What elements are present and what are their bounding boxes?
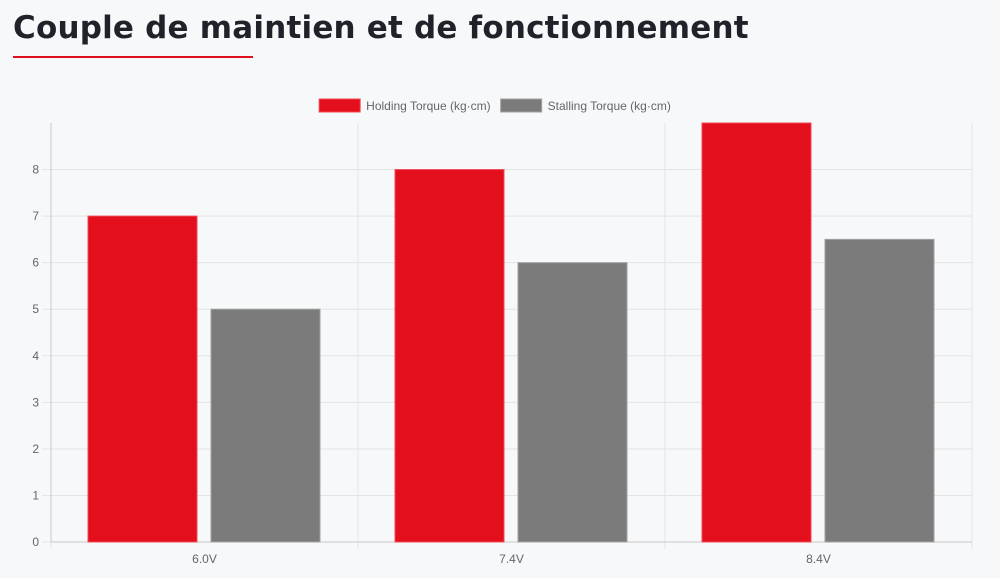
y-axis-ticks: 0 1 2 3 4 5 6 7 8 <box>32 163 39 549</box>
page-title: Couple de maintien et de fonctionnement <box>13 10 749 46</box>
legend-swatch[interactable] <box>500 98 543 113</box>
bars <box>87 122 935 543</box>
y-tick-label: 8 <box>32 163 39 177</box>
legend: Holding Torque (kg·cm) Stalling Torque (k… <box>318 98 671 113</box>
legend-swatch[interactable] <box>318 98 361 113</box>
y-tick-label: 1 <box>32 488 39 502</box>
y-tick-label: 5 <box>32 302 39 316</box>
legend-label[interactable]: Stalling Torque (kg·cm) <box>548 99 671 113</box>
bar-holding-8.4V[interactable] <box>701 122 812 543</box>
x-tick-label: 6.0V <box>192 552 217 566</box>
y-tick-label: 3 <box>32 395 39 409</box>
bar-stalling-6.0V[interactable] <box>210 308 321 543</box>
y-tick-label: 0 <box>32 535 39 549</box>
y-tick-label: 2 <box>32 442 39 456</box>
x-tick-label: 8.4V <box>806 552 831 566</box>
x-axis-ticks: 6.0V 7.4V 8.4V <box>192 552 831 566</box>
y-tick-label: 6 <box>32 256 39 270</box>
bar-holding-6.0V[interactable] <box>87 215 198 543</box>
bar-stalling-7.4V[interactable] <box>517 262 628 543</box>
title-underline <box>13 56 253 58</box>
bar-holding-7.4V[interactable] <box>394 169 505 543</box>
bar-stalling-8.4V[interactable] <box>824 238 935 543</box>
y-tick-label: 4 <box>32 349 39 363</box>
x-tick-label: 7.4V <box>499 552 524 566</box>
legend-label[interactable]: Holding Torque (kg·cm) <box>366 99 491 113</box>
y-tick-label: 7 <box>32 209 39 223</box>
